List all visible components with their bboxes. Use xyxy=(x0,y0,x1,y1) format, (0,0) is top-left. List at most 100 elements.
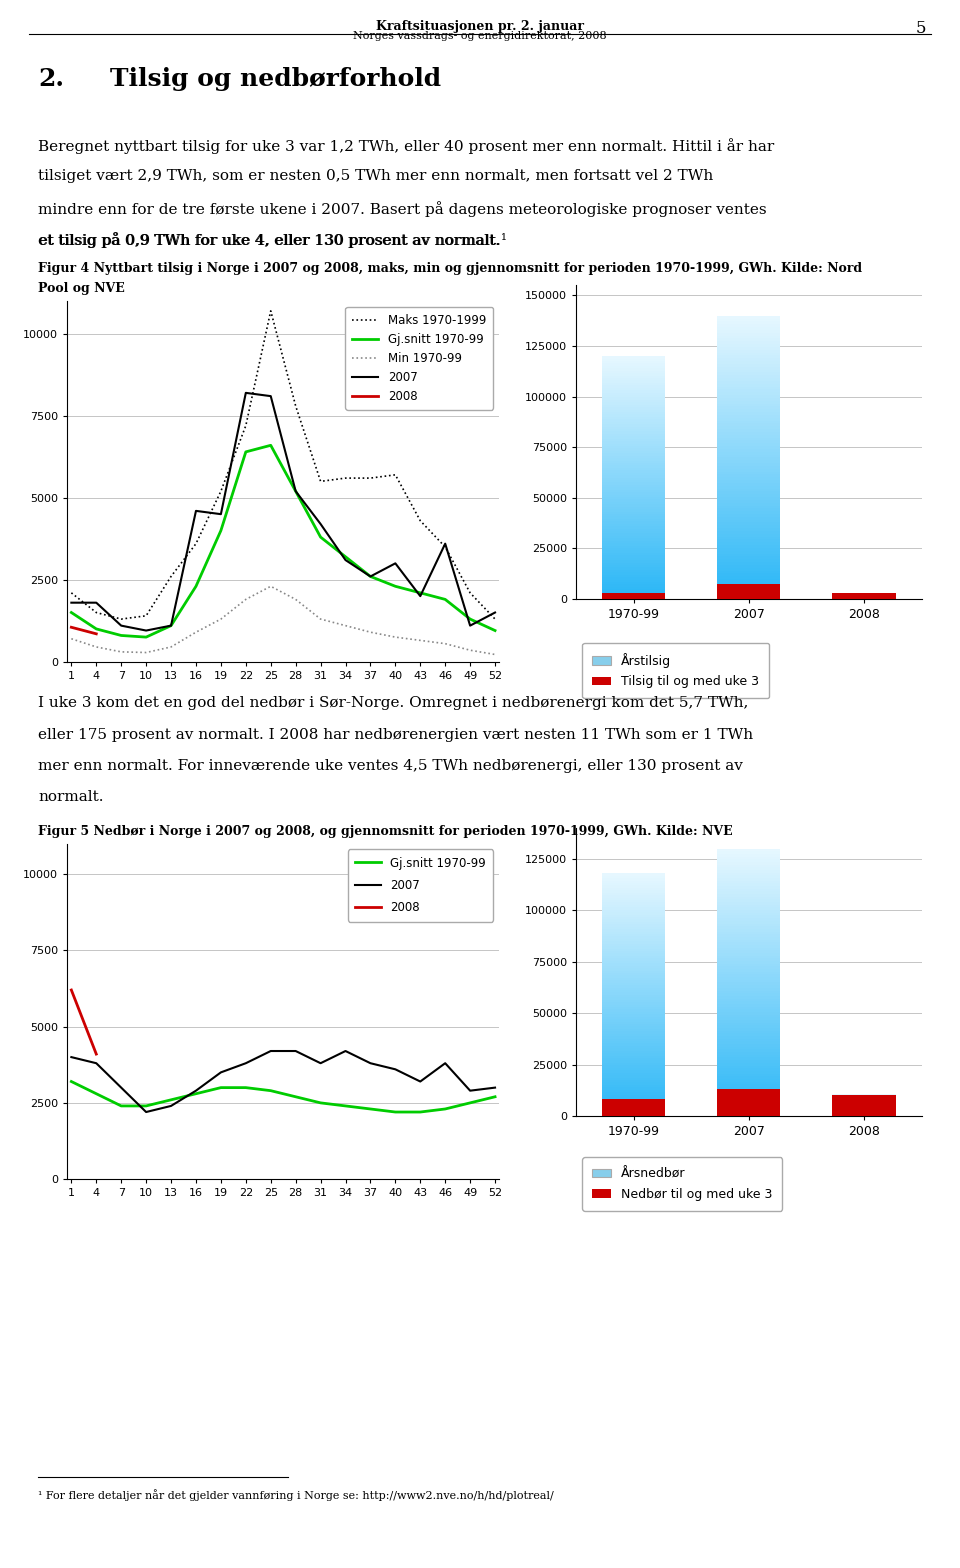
Bar xyxy=(602,370,665,373)
Bar xyxy=(717,466,780,469)
Bar xyxy=(717,927,780,928)
2007 xyxy=(290,1041,301,1060)
Bar xyxy=(602,502,665,505)
Bar xyxy=(717,953,780,955)
Bar xyxy=(717,437,780,441)
Bar xyxy=(717,881,780,883)
2007 xyxy=(165,616,177,635)
Bar xyxy=(602,1112,665,1113)
2007 xyxy=(490,604,501,622)
Bar xyxy=(717,505,780,508)
Bar xyxy=(602,887,665,891)
Bar xyxy=(602,1071,665,1073)
Bar xyxy=(602,878,665,881)
Bar xyxy=(717,931,780,935)
Bar xyxy=(717,325,780,328)
Bar xyxy=(717,347,780,350)
2007 xyxy=(140,1102,152,1121)
Gj.snitt 1970-99 xyxy=(140,627,152,646)
Bar xyxy=(602,596,665,599)
Bar xyxy=(717,339,780,342)
Bar xyxy=(717,489,780,491)
Min 1970-99 xyxy=(340,616,351,635)
Bar xyxy=(717,564,780,568)
Bar xyxy=(717,1066,780,1068)
Bar xyxy=(717,1011,780,1014)
Line: 2008: 2008 xyxy=(71,627,96,633)
Bar xyxy=(602,875,665,878)
Gj.snitt 1970-99 xyxy=(440,1099,451,1118)
Bar xyxy=(602,927,665,930)
Bar xyxy=(602,908,665,909)
Bar xyxy=(717,455,780,458)
Bar xyxy=(717,1049,780,1052)
Bar xyxy=(717,920,780,924)
Bar xyxy=(602,952,665,953)
Text: Figur 4 Nyttbart tilsig i Norge i 2007 og 2008, maks, min og gjennomsnitt for pe: Figur 4 Nyttbart tilsig i Norge i 2007 o… xyxy=(38,262,862,274)
Bar xyxy=(717,1071,780,1074)
Maks 1970-1999 xyxy=(440,538,451,557)
Bar xyxy=(717,1002,780,1004)
Bar xyxy=(717,579,780,582)
Bar xyxy=(602,958,665,961)
Min 1970-99 xyxy=(165,638,177,657)
Bar xyxy=(717,980,780,983)
Gj.snitt 1970-99 xyxy=(115,1096,127,1115)
Bar xyxy=(717,430,780,431)
Bar xyxy=(717,588,780,591)
Bar xyxy=(717,434,780,437)
Text: 2.: 2. xyxy=(38,67,64,91)
Bar xyxy=(717,528,780,532)
Bar xyxy=(602,492,665,494)
Bar xyxy=(602,873,665,875)
Bar xyxy=(602,408,665,409)
Bar xyxy=(602,386,665,387)
Bar xyxy=(602,445,665,448)
Bar xyxy=(717,950,780,953)
2007 xyxy=(140,621,152,640)
Bar xyxy=(602,591,665,594)
2007 xyxy=(340,550,351,569)
2008 xyxy=(65,618,77,637)
Bar xyxy=(602,935,665,936)
Bar xyxy=(717,1109,780,1112)
Bar xyxy=(717,939,780,942)
Bar xyxy=(602,436,665,439)
Bar xyxy=(602,519,665,521)
Bar xyxy=(717,935,780,938)
Bar xyxy=(717,1101,780,1102)
Bar xyxy=(717,358,780,361)
Bar xyxy=(602,971,665,972)
Bar xyxy=(717,568,780,571)
Text: eller 175 prosent av normalt. I 2008 har nedbørenergien vært nesten 11 TWh som e: eller 175 prosent av normalt. I 2008 har… xyxy=(38,728,754,742)
Bar xyxy=(717,459,780,463)
Maks 1970-1999 xyxy=(65,583,77,602)
Bar xyxy=(602,988,665,989)
Bar xyxy=(602,994,665,997)
Bar xyxy=(602,558,665,560)
Bar xyxy=(717,977,780,980)
Bar xyxy=(602,364,665,365)
Bar xyxy=(602,453,665,456)
Bar xyxy=(717,875,780,878)
Bar xyxy=(602,1043,665,1046)
Bar xyxy=(602,1080,665,1082)
2007 xyxy=(240,1054,252,1073)
Bar xyxy=(717,873,780,875)
Bar xyxy=(602,936,665,939)
Bar xyxy=(717,862,780,864)
2007 xyxy=(440,1054,451,1073)
Bar xyxy=(717,1030,780,1033)
Bar xyxy=(602,1077,665,1080)
Bar xyxy=(602,568,665,569)
Bar xyxy=(602,373,665,376)
Legend: Årstilsig, Tilsig til og med uke 3: Årstilsig, Tilsig til og med uke 3 xyxy=(583,643,769,698)
Bar xyxy=(602,361,665,364)
Bar xyxy=(717,1112,780,1113)
Bar xyxy=(717,1083,780,1087)
Bar xyxy=(717,367,780,370)
Bar xyxy=(602,390,665,392)
Gj.snitt 1970-99 xyxy=(490,621,501,640)
Text: mer enn normalt. For inneværende uke ventes 4,5 TWh nedbørenergi, eller 130 pros: mer enn normalt. For inneværende uke ven… xyxy=(38,759,743,773)
Text: Tilsig og nedbørforhold: Tilsig og nedbørforhold xyxy=(110,67,442,91)
